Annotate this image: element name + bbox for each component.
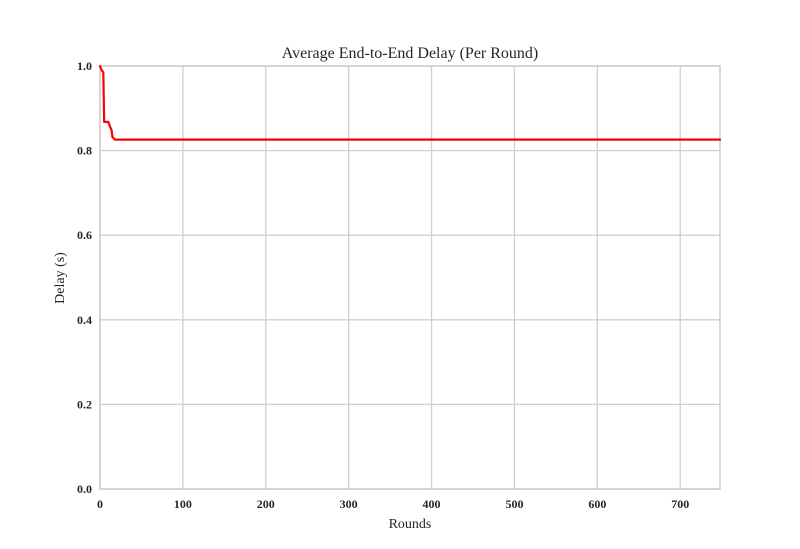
- y-tick-label: 0.2: [77, 397, 92, 411]
- y-tick-label: 1.0: [77, 59, 92, 73]
- y-tick-label: 0.8: [77, 144, 92, 158]
- x-tick-label: 100: [174, 497, 192, 511]
- x-tick-label: 300: [340, 497, 358, 511]
- series-layer: [98, 64, 722, 141]
- x-axis-label: Rounds: [389, 517, 432, 532]
- series-line: [98, 64, 722, 141]
- x-tick-label: 200: [257, 497, 275, 511]
- y-tick-label: 0.6: [77, 228, 92, 242]
- x-tick-label: 500: [505, 497, 523, 511]
- x-tick-label: 400: [423, 497, 441, 511]
- x-axis-ticks: 0 100 200 300 400 500 600 700: [97, 497, 689, 511]
- grid: [99, 65, 720, 490]
- x-tick-label: 600: [588, 497, 606, 511]
- y-tick-label: 0.4: [77, 313, 92, 327]
- y-tick-label: 0.0: [77, 482, 92, 496]
- x-tick-label: 700: [671, 497, 689, 511]
- y-axis-ticks: 0.0 0.2 0.4 0.6 0.8 1.0: [77, 59, 92, 496]
- y-axis-label: Delay (s): [53, 252, 68, 304]
- x-tick-label: 0: [97, 497, 103, 511]
- chart-title: Average End-to-End Delay (Per Round): [282, 45, 539, 62]
- plot-frame: [99, 65, 721, 490]
